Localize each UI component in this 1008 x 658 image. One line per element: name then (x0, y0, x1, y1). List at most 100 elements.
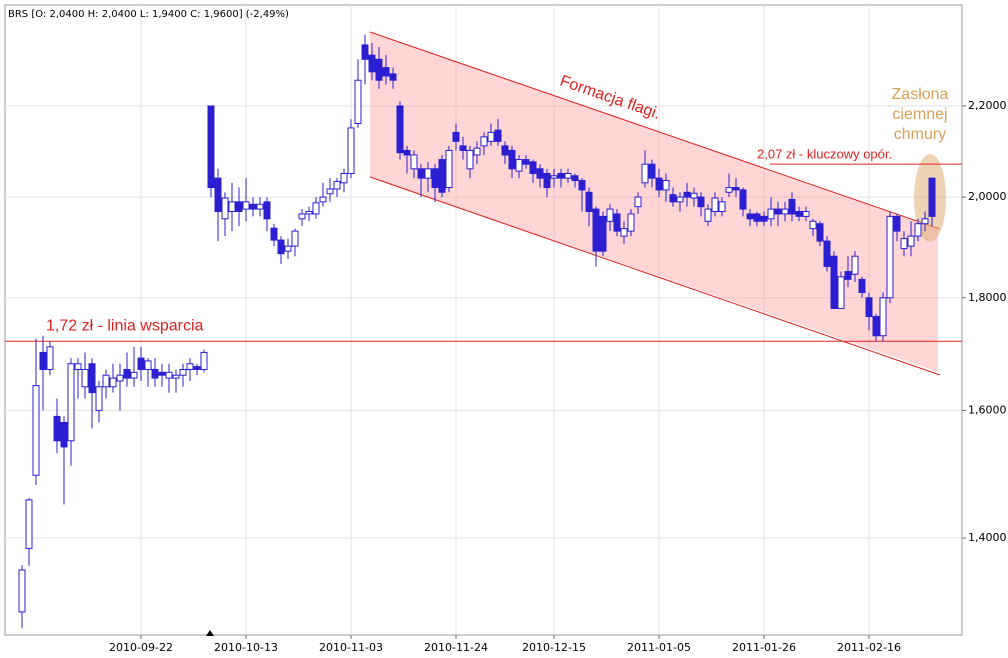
candle-body (123, 368, 131, 379)
candle-body (214, 177, 222, 213)
candle-body (816, 223, 824, 242)
candle-body (179, 368, 187, 376)
candle-body (893, 215, 901, 232)
candle-body (781, 208, 789, 215)
candle-body (851, 255, 859, 275)
candle-body (361, 44, 369, 60)
candle-body (872, 316, 880, 337)
candle-body (60, 421, 68, 448)
candle-body (263, 201, 271, 220)
candle-body (277, 239, 285, 255)
candles (18, 34, 936, 629)
candle-body (403, 149, 411, 156)
candle-body (886, 215, 894, 299)
candle-body (144, 360, 152, 370)
level-lines: 1,72 zł - linia wsparcia 2,07 zł - kluczo… (5, 147, 962, 342)
y-tick-label: 1,4000 (968, 531, 1007, 544)
candle-body (718, 201, 726, 213)
candle-body (438, 159, 446, 193)
candle-body (53, 415, 61, 442)
candle-body (270, 227, 278, 241)
candle-body (18, 569, 26, 613)
candle-body (914, 223, 922, 237)
candle-body (284, 245, 292, 252)
candle-body (620, 228, 628, 237)
candle-body (25, 499, 33, 549)
candle-body (109, 377, 117, 388)
x-tick-label: 2011-02-16 (837, 641, 901, 654)
candle-body (151, 368, 159, 379)
y-tick-label: 2,0000 (968, 190, 1007, 203)
candle-body (564, 172, 572, 179)
candle-body (494, 129, 502, 142)
candle-body (480, 136, 488, 147)
candle-body (767, 208, 775, 220)
candle-body (228, 201, 236, 213)
x-tick-label: 2010-11-24 (424, 641, 488, 654)
candle-body (704, 208, 712, 222)
candle-body (830, 255, 838, 309)
flag-channel (370, 32, 938, 372)
candle-body (298, 213, 306, 220)
candle-body (879, 297, 887, 337)
candle-body (333, 180, 341, 190)
candle-body (753, 213, 761, 222)
candle-body (473, 147, 481, 156)
candle-body (858, 278, 866, 293)
candle-body (732, 187, 740, 191)
candle-body (557, 172, 565, 179)
y-tick-label: 1,8000 (968, 291, 1007, 304)
x-tick-label: 2010-09-22 (109, 641, 173, 654)
candle-body (550, 175, 558, 179)
candle-body (319, 196, 327, 203)
candle-body (648, 163, 656, 179)
x-tick-label: 2010-10-13 (214, 641, 278, 654)
candle-body (431, 168, 439, 189)
candle-body (900, 238, 908, 250)
candle-body (382, 67, 390, 77)
candle-body (368, 54, 376, 73)
y-tick-label: 1,6000 (968, 403, 1007, 416)
candle-body (312, 202, 320, 215)
candle-body (501, 145, 509, 156)
x-tick-label: 2011-01-05 (627, 641, 691, 654)
candle-body (172, 374, 180, 379)
candle-body (424, 168, 432, 179)
candle-body (739, 189, 747, 210)
candle-body (711, 197, 719, 213)
candle-body (81, 368, 89, 388)
candle-body (102, 374, 110, 388)
candle-body (774, 208, 782, 215)
candle-body (347, 127, 355, 174)
candle-body (74, 363, 82, 370)
candle-body (466, 149, 474, 170)
candle-body (599, 215, 607, 252)
candle-body (676, 196, 684, 203)
candle-body (256, 203, 264, 210)
candle-body (221, 197, 229, 220)
candle-body (592, 208, 600, 252)
candle-body (291, 230, 299, 247)
candle-body (928, 177, 936, 217)
marker (206, 630, 214, 636)
candle-body (809, 220, 817, 230)
candle-body (326, 188, 334, 195)
candle-body (669, 194, 677, 203)
candle-body (746, 213, 754, 220)
candle-body (921, 218, 929, 225)
candle-body (32, 385, 40, 476)
candle-body (130, 371, 138, 379)
candle-body (627, 213, 635, 232)
candle-body (543, 172, 551, 189)
candle-body (585, 191, 593, 213)
candle-body (634, 196, 642, 208)
candle-body (606, 208, 614, 222)
candle-body (116, 374, 124, 382)
candle-body (802, 211, 810, 217)
candle-body (88, 363, 96, 394)
level-label: 2,07 zł - kluczowy opór. (757, 147, 892, 162)
x-tick-label: 2011-01-26 (732, 641, 796, 654)
candle-body (137, 357, 145, 370)
